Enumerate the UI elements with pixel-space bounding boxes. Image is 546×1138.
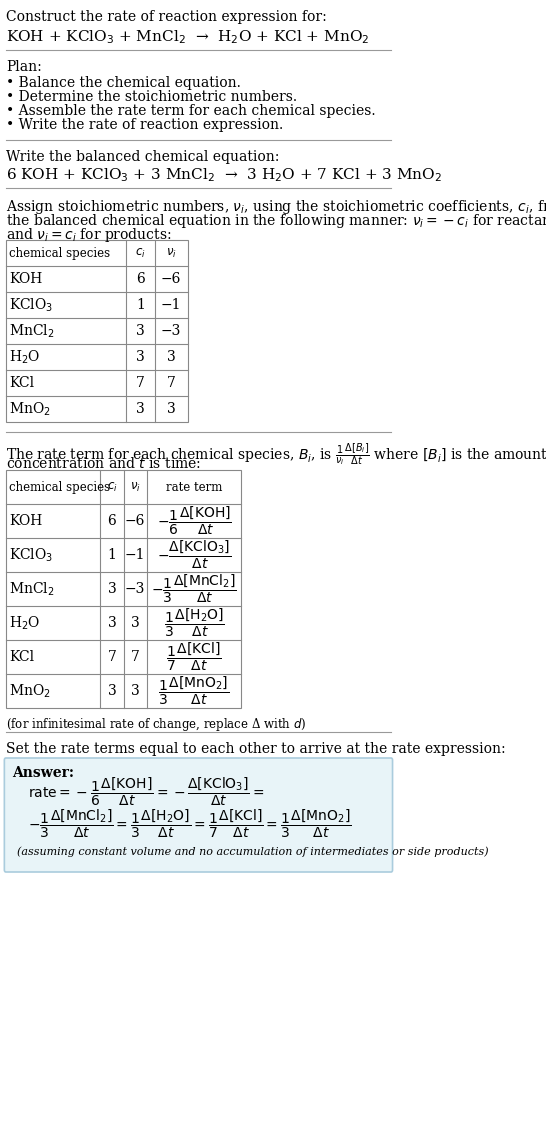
- Text: The rate term for each chemical species, $B_i$, is $\frac{1}{\nu_i}\frac{\Delta[: The rate term for each chemical species,…: [6, 442, 546, 468]
- Text: $\dfrac{1}{3}\dfrac{\Delta[\mathrm{H_2O}]}{\Delta t}$: $\dfrac{1}{3}\dfrac{\Delta[\mathrm{H_2O}…: [164, 607, 224, 640]
- Text: 3: 3: [167, 402, 176, 417]
- Text: 1: 1: [136, 298, 145, 312]
- Text: 3: 3: [108, 616, 116, 630]
- Text: 7: 7: [136, 376, 145, 390]
- Text: 6: 6: [136, 272, 145, 286]
- Text: 3: 3: [136, 351, 145, 364]
- Text: H$_2$O: H$_2$O: [9, 348, 41, 365]
- Text: 3: 3: [108, 684, 116, 698]
- Text: (assuming constant volume and no accumulation of intermediates or side products): (assuming constant volume and no accumul…: [17, 847, 489, 857]
- Text: 3: 3: [136, 402, 145, 417]
- Text: $c_i$: $c_i$: [135, 247, 146, 259]
- Text: $c_i$: $c_i$: [106, 480, 117, 494]
- Text: concentration and $t$ is time:: concentration and $t$ is time:: [6, 456, 201, 471]
- Text: Answer:: Answer:: [11, 766, 74, 780]
- Text: (for infinitesimal rate of change, replace Δ with $d$): (for infinitesimal rate of change, repla…: [6, 716, 306, 733]
- Text: 3: 3: [131, 684, 140, 698]
- Text: Plan:: Plan:: [6, 60, 41, 74]
- Text: −6: −6: [125, 514, 145, 528]
- Text: KOH: KOH: [9, 514, 43, 528]
- Bar: [6, 240, 187, 422]
- Text: $\nu_i$: $\nu_i$: [166, 247, 176, 259]
- Text: Set the rate terms equal to each other to arrive at the rate expression:: Set the rate terms equal to each other t…: [6, 742, 506, 756]
- Text: $\mathrm{rate} = -\dfrac{1}{6}\dfrac{\Delta[\mathrm{KOH}]}{\Delta t} = -\dfrac{\: $\mathrm{rate} = -\dfrac{1}{6}\dfrac{\De…: [28, 776, 264, 808]
- Text: −3: −3: [125, 582, 145, 596]
- Text: $\dfrac{1}{7}\dfrac{\Delta[\mathrm{KCl}]}{\Delta t}$: $\dfrac{1}{7}\dfrac{\Delta[\mathrm{KCl}]…: [167, 641, 222, 674]
- Text: MnCl$_2$: MnCl$_2$: [9, 580, 55, 597]
- Text: MnO$_2$: MnO$_2$: [9, 683, 51, 700]
- Text: KClO$_3$: KClO$_3$: [9, 296, 54, 314]
- Text: 7: 7: [131, 650, 140, 663]
- Text: −1: −1: [125, 549, 145, 562]
- Text: KCl: KCl: [9, 376, 34, 390]
- Text: MnCl$_2$: MnCl$_2$: [9, 322, 55, 340]
- Text: 7: 7: [108, 650, 116, 663]
- Text: Write the balanced chemical equation:: Write the balanced chemical equation:: [6, 150, 279, 164]
- Text: MnO$_2$: MnO$_2$: [9, 401, 51, 418]
- Text: the balanced chemical equation in the following manner: $\nu_i = -c_i$ for react: the balanced chemical equation in the fo…: [6, 212, 546, 230]
- Text: rate term: rate term: [166, 480, 222, 494]
- Text: • Write the rate of reaction expression.: • Write the rate of reaction expression.: [6, 118, 283, 132]
- Text: Construct the rate of reaction expression for:: Construct the rate of reaction expressio…: [6, 10, 327, 24]
- Text: KOH + KClO$_3$ + MnCl$_2$  →  H$_2$O + KCl + MnO$_2$: KOH + KClO$_3$ + MnCl$_2$ → H$_2$O + KCl…: [6, 28, 369, 46]
- Text: H$_2$O: H$_2$O: [9, 615, 41, 632]
- FancyBboxPatch shape: [4, 758, 393, 872]
- Bar: [6, 470, 241, 708]
- Text: $-\dfrac{1}{3}\dfrac{\Delta[\mathrm{MnCl_2}]}{\Delta t} = \dfrac{1}{3}\dfrac{\De: $-\dfrac{1}{3}\dfrac{\Delta[\mathrm{MnCl…: [28, 808, 351, 840]
- Text: and $\nu_i = c_i$ for products:: and $\nu_i = c_i$ for products:: [6, 226, 171, 244]
- Text: • Assemble the rate term for each chemical species.: • Assemble the rate term for each chemic…: [6, 104, 376, 118]
- Text: 3: 3: [131, 616, 140, 630]
- Text: 7: 7: [167, 376, 176, 390]
- Text: chemical species: chemical species: [9, 247, 111, 259]
- Text: KOH: KOH: [9, 272, 43, 286]
- Text: 3: 3: [167, 351, 176, 364]
- Text: 6: 6: [108, 514, 116, 528]
- Text: $-\dfrac{1}{3}\dfrac{\Delta[\mathrm{MnCl_2}]}{\Delta t}$: $-\dfrac{1}{3}\dfrac{\Delta[\mathrm{MnCl…: [151, 572, 237, 605]
- Text: Assign stoichiometric numbers, $\nu_i$, using the stoichiometric coefficients, $: Assign stoichiometric numbers, $\nu_i$, …: [6, 198, 546, 216]
- Text: 1: 1: [108, 549, 116, 562]
- Text: −1: −1: [161, 298, 181, 312]
- Text: KClO$_3$: KClO$_3$: [9, 546, 54, 563]
- Text: chemical species: chemical species: [9, 480, 111, 494]
- Text: 3: 3: [108, 582, 116, 596]
- Text: $\dfrac{1}{3}\dfrac{\Delta[\mathrm{MnO_2}]}{\Delta t}$: $\dfrac{1}{3}\dfrac{\Delta[\mathrm{MnO_2…: [158, 675, 230, 707]
- Text: $-\dfrac{1}{6}\dfrac{\Delta[\mathrm{KOH}]}{\Delta t}$: $-\dfrac{1}{6}\dfrac{\Delta[\mathrm{KOH}…: [157, 505, 232, 537]
- Text: −3: −3: [161, 324, 181, 338]
- Text: 6 KOH + KClO$_3$ + 3 MnCl$_2$  →  3 H$_2$O + 7 KCl + 3 MnO$_2$: 6 KOH + KClO$_3$ + 3 MnCl$_2$ → 3 H$_2$O…: [6, 166, 442, 183]
- Text: −6: −6: [161, 272, 181, 286]
- Text: $-\dfrac{\Delta[\mathrm{KClO_3}]}{\Delta t}$: $-\dfrac{\Delta[\mathrm{KClO_3}]}{\Delta…: [157, 538, 231, 571]
- Text: KCl: KCl: [9, 650, 34, 663]
- Text: 3: 3: [136, 324, 145, 338]
- Text: $\nu_i$: $\nu_i$: [130, 480, 141, 494]
- Text: • Balance the chemical equation.: • Balance the chemical equation.: [6, 76, 241, 90]
- Text: • Determine the stoichiometric numbers.: • Determine the stoichiometric numbers.: [6, 90, 297, 104]
